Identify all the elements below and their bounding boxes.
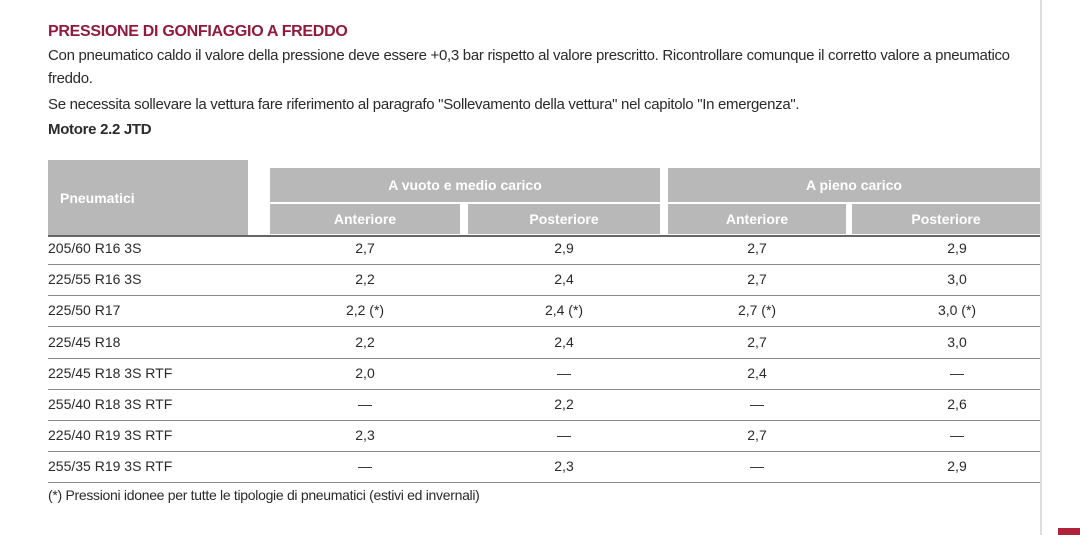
row-label: 225/45 R18 3S RTF: [48, 364, 173, 381]
row-rule: [48, 295, 1040, 297]
cell: 2,2 (*): [345, 302, 385, 319]
column-header: Anteriore: [668, 204, 846, 234]
cell: 2,7: [747, 333, 767, 350]
row-label: 255/40 R18 3S RTF: [48, 396, 173, 412]
cell: 2,3: [554, 458, 574, 475]
cell: 2,4: [747, 364, 767, 381]
subtitle: Motore 2.2 JTD: [48, 121, 152, 138]
cell: 2,6: [947, 396, 967, 412]
cell: 2,7 (*): [737, 302, 777, 319]
cell: 2,0: [355, 364, 375, 381]
group-header: A vuoto e medio carico: [270, 168, 660, 202]
corner-header: Pneumatici: [48, 160, 248, 236]
header-rule: [48, 235, 1040, 237]
heading: PRESSIONE DI GONFIAGGIO A FREDDO: [48, 23, 348, 40]
row-label: 205/60 R16 3S: [48, 240, 142, 256]
row-rule: [48, 357, 1040, 359]
cell: 2,3: [355, 427, 375, 444]
cell: —: [358, 458, 372, 475]
row-rule: [48, 264, 1040, 265]
cell: 3,0: [947, 333, 967, 350]
cell: 2,7: [355, 240, 375, 256]
page-edge: [1040, 0, 1042, 535]
cell: 2,2: [554, 396, 574, 412]
column-header: Anteriore: [270, 204, 460, 234]
cell: —: [950, 427, 964, 444]
paragraph: Se necessita sollevare la vettura fare r…: [48, 96, 800, 113]
cell: 2,9: [947, 240, 967, 256]
row-label: 225/55 R16 3S: [48, 271, 142, 288]
row-rule: [48, 420, 1040, 421]
row-rule: [48, 388, 1040, 390]
row-rule: [48, 482, 1040, 484]
cell: 2,4 (*): [544, 302, 584, 319]
paragraph: Con pneumatico caldo il valore della pre…: [48, 47, 1010, 87]
row-label: 225/40 R19 3S RTF: [48, 427, 173, 444]
footnote: (*) Pressioni idonee per tutte le tipolo…: [48, 487, 480, 503]
cell: 2,7: [747, 271, 767, 288]
page-marker: [1058, 528, 1080, 535]
cell: —: [950, 364, 964, 381]
row-label: 225/45 R18: [48, 333, 121, 350]
column-header: Posteriore: [852, 204, 1040, 234]
cell: 2,9: [947, 458, 967, 475]
cell: 2,9: [554, 240, 574, 256]
cell: 2,7: [747, 240, 767, 256]
cell: —: [750, 396, 764, 412]
cell: 2,4: [554, 271, 574, 288]
cell: 2,7: [747, 427, 767, 444]
column-header: Posteriore: [468, 204, 660, 234]
cell: —: [557, 427, 571, 444]
row-rule: [48, 326, 1040, 328]
row-rule: [48, 451, 1040, 453]
row-label: 255/35 R19 3S RTF: [48, 458, 173, 475]
cell: 3,0: [947, 271, 967, 288]
row-label: 225/50 R17: [48, 302, 121, 319]
cell: 2,4: [554, 333, 574, 350]
cell: 2,2: [355, 271, 375, 288]
cell: —: [557, 364, 571, 381]
cell: —: [750, 458, 764, 475]
group-header: A pieno carico: [668, 168, 1040, 202]
cell: 3,0 (*): [937, 302, 977, 319]
cell: 2,2: [355, 333, 375, 350]
cell: —: [358, 396, 372, 412]
